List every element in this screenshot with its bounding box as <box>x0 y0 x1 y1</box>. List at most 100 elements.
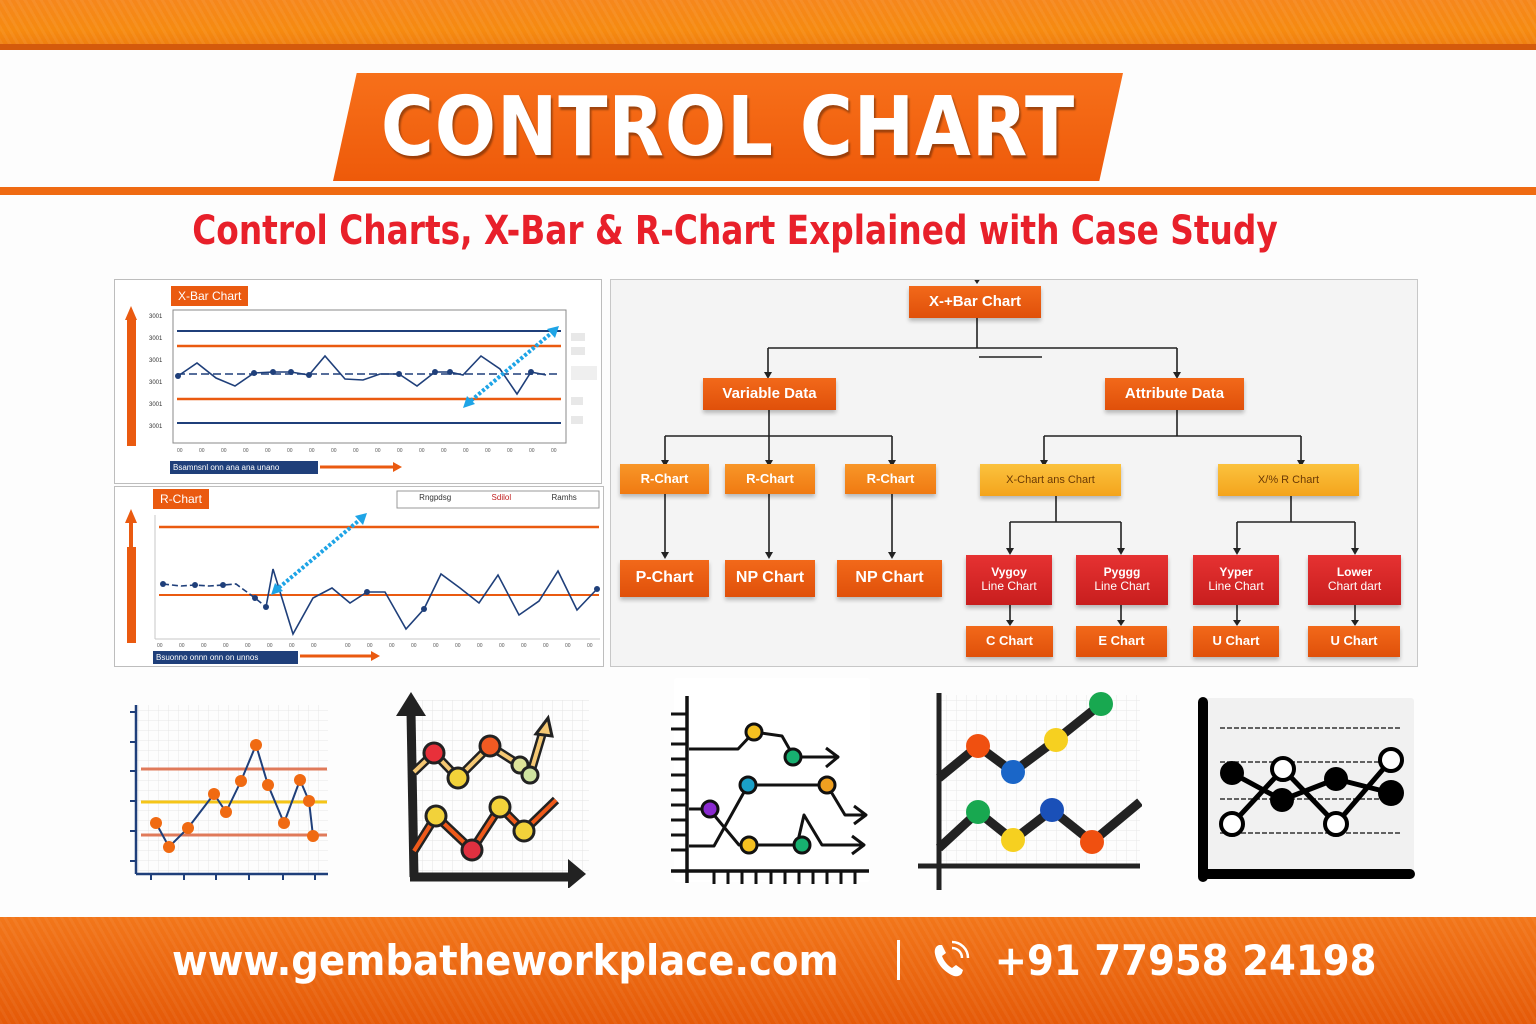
xbar-chart-panel: 00 00 00 00 00 00 00 00 00 00 00 00 00 00 00 00 00 00… <box>114 279 602 484</box>
svg-text:00: 00 <box>199 448 205 454</box>
footer-contact: www.gembatheworkplace.com +91 77958 2419… <box>0 930 1536 990</box>
svg-text:00: 00 <box>309 448 315 454</box>
svg-text:00: 00 <box>397 448 403 454</box>
y-tick: 3001 <box>149 358 163 364</box>
red-node-line2: Chart dart <box>1327 579 1382 593</box>
svg-text:00: 00 <box>245 643 251 649</box>
svg-text:00: 00 <box>463 448 469 454</box>
svg-text:00: 00 <box>157 643 163 649</box>
legend-item: Rngpdsg <box>419 493 452 502</box>
svg-text:00: 00 <box>485 448 491 454</box>
flow-attribute-data-node: Attribute Data <box>1105 378 1244 410</box>
y-tick: 3001 <box>149 336 163 342</box>
flow-red-node: Pyggg Line Chart <box>1076 555 1168 605</box>
svg-text:00: 00 <box>529 448 535 454</box>
svg-text:00: 00 <box>367 643 373 649</box>
y-tick: 3001 <box>149 380 163 386</box>
red-node-line2: Line Chart <box>1094 579 1150 593</box>
top-band-edge <box>0 44 1536 50</box>
xbar-y-ticks: 3001 3001 3001 3001 3001 3001 <box>149 306 167 438</box>
svg-text:00: 00 <box>267 643 273 649</box>
svg-text:00: 00 <box>587 643 593 649</box>
page-subtitle: Control Charts, X-Bar & R-Chart Explaine… <box>192 208 1278 254</box>
control-chart-icon-orange <box>128 700 332 882</box>
flow-np-chart-node: NP Chart <box>837 560 942 597</box>
svg-text:00: 00 <box>177 448 183 454</box>
svg-text:00: 00 <box>507 448 513 454</box>
y-tick: 3001 <box>149 402 163 408</box>
svg-text:00: 00 <box>419 448 425 454</box>
svg-text:00: 00 <box>433 643 439 649</box>
svg-text:00: 00 <box>331 448 337 454</box>
r-chart-tag: R-Chart <box>153 489 210 509</box>
red-node-line1: Vygoy <box>991 565 1027 580</box>
svg-text:00: 00 <box>551 448 557 454</box>
top-band <box>0 0 1536 44</box>
footer-band <box>0 917 1536 1024</box>
xbar-x-caption: Bsamnsnl onn ana ana unano <box>173 463 280 472</box>
y-tick: 3001 <box>149 424 163 430</box>
svg-text:00: 00 <box>243 448 249 454</box>
svg-text:00: 00 <box>353 448 359 454</box>
flow-p-chart-node: P-Chart <box>620 560 709 597</box>
chart-type-flow-diagram: X-+Bar Chart Variable Data Attribute Dat… <box>610 279 1418 667</box>
svg-text:00: 00 <box>223 643 229 649</box>
svg-text:00: 00 <box>441 448 447 454</box>
xbar-chart: 00 00 00 00 00 00 00 00 00 00 00 00 00 00 00 00 00 00 <box>125 306 597 474</box>
red-node-line1: Pyggg <box>1103 565 1141 580</box>
flow-c-chart-node: C Chart <box>966 626 1053 657</box>
title-banner <box>333 73 1123 181</box>
xbar-chart-tag: X-Bar Chart <box>171 286 249 306</box>
flow-red-node: Lower Chart dart <box>1308 555 1401 605</box>
svg-text:00: 00 <box>221 448 227 454</box>
legend-item: Ramhs <box>551 493 577 502</box>
flow-np-chart-node: NP Chart <box>725 560 815 597</box>
red-node-line1: Yyper <box>1219 565 1253 580</box>
svg-text:00: 00 <box>289 643 295 649</box>
flow-u-chart-node: U Chart <box>1193 626 1279 657</box>
footer-divider <box>897 940 901 980</box>
flow-r-chart-node: R-Chart <box>620 464 709 494</box>
r-chart: 00 00 00 00 00 00 00 00 00 00 00 00 00 00 00 00 00 00… <box>125 490 600 664</box>
website-link[interactable]: www.gembatheworkplace.com <box>171 935 839 985</box>
flow-variable-data-node: Variable Data <box>703 378 836 410</box>
svg-text:00: 00 <box>411 643 417 649</box>
svg-text:00: 00 <box>499 643 505 649</box>
flow-attribute-child-node: X-Chart ans Chart <box>980 464 1121 496</box>
flow-r-chart-node: R-Chart <box>725 464 815 494</box>
svg-text:00: 00 <box>565 643 571 649</box>
red-node-line2: Line Chart <box>1208 579 1264 593</box>
svg-text:00: 00 <box>265 448 271 454</box>
page-title: CONTROL CHART <box>380 79 1076 175</box>
svg-text:00: 00 <box>375 448 381 454</box>
svg-text:00: 00 <box>311 643 317 649</box>
flow-r-chart-node: R-Chart <box>845 464 936 494</box>
flow-root-node: X-+Bar Chart <box>909 286 1041 318</box>
flow-attribute-child-node: X/% R Chart <box>1218 464 1359 496</box>
r-chart-panel: 00 00 00 00 00 00 00 00 00 00 00 00 00 00 00 00 00 00… <box>114 486 604 667</box>
multicolor-line-chart-icon <box>916 690 1143 890</box>
svg-text:00: 00 <box>201 643 207 649</box>
flow-u-chart-node: U Chart <box>1308 626 1400 657</box>
svg-text:00: 00 <box>179 643 185 649</box>
svg-text:00: 00 <box>543 643 549 649</box>
r-chart-legend: Rngpdsg Sdilol Ramhs <box>399 493 597 502</box>
svg-text:00: 00 <box>521 643 527 649</box>
svg-text:00: 00 <box>345 643 351 649</box>
legend-item: Sdilol <box>491 493 512 502</box>
svg-text:00: 00 <box>477 643 483 649</box>
svg-text:00: 00 <box>455 643 461 649</box>
title-divider <box>0 187 1536 195</box>
phone-icon <box>935 940 970 977</box>
flow-red-node: Vygoy Line Chart <box>966 555 1052 605</box>
trend-line-chart-icon <box>392 690 592 889</box>
r-x-caption: Bsuonno onnn onn on unnos <box>156 653 259 662</box>
process-flow-chart-icon <box>654 678 872 886</box>
phone-number[interactable]: +91 77958 24198 <box>994 935 1377 985</box>
flow-connectors <box>661 280 1359 626</box>
monochrome-control-chart-icon <box>1196 694 1418 884</box>
y-tick: 3001 <box>149 314 163 320</box>
flow-e-chart-node: E Chart <box>1076 626 1167 657</box>
flow-red-node: Yyper Line Chart <box>1193 555 1279 605</box>
